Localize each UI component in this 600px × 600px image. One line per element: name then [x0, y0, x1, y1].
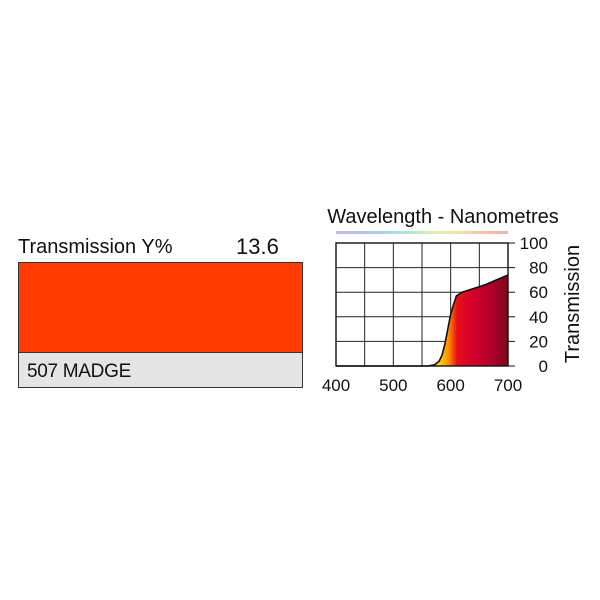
y-tick-80: 80	[529, 259, 548, 278]
filter-name-band	[19, 353, 302, 387]
x-tick-600: 600	[436, 376, 464, 395]
swatch-divider	[19, 352, 302, 353]
x-tick-labels: 400 500 600 700	[322, 376, 522, 395]
transmission-label: Transmission Y%	[18, 236, 173, 258]
y-tick-0: 0	[539, 357, 548, 376]
y-tick-100: 100	[520, 234, 548, 253]
chart-frame	[335, 242, 509, 367]
x-tick-500: 500	[379, 376, 407, 395]
y-axis-label: Transmission	[562, 245, 584, 363]
chart-title: Wavelength - Nanometres	[327, 206, 559, 228]
y-tick-40: 40	[529, 308, 548, 327]
x-tick-700: 700	[494, 376, 522, 395]
filter-swatch-card: 507 MADGE	[18, 262, 303, 388]
y-tick-20: 20	[529, 332, 548, 351]
spectrum-strip	[336, 231, 508, 234]
filter-color-swatch	[19, 263, 302, 352]
transmission-value: 13.6	[236, 234, 279, 259]
transmission-line	[336, 274, 509, 367]
filter-name: 507 MADGE	[27, 361, 131, 382]
x-tick-400: 400	[322, 376, 350, 395]
y-tick-60: 60	[529, 283, 548, 302]
y-tick-labels: 0 20 40 60 80 100	[508, 234, 548, 376]
transmission-area	[336, 274, 508, 366]
chart-plot-area	[336, 274, 509, 367]
plot-border	[335, 242, 509, 367]
